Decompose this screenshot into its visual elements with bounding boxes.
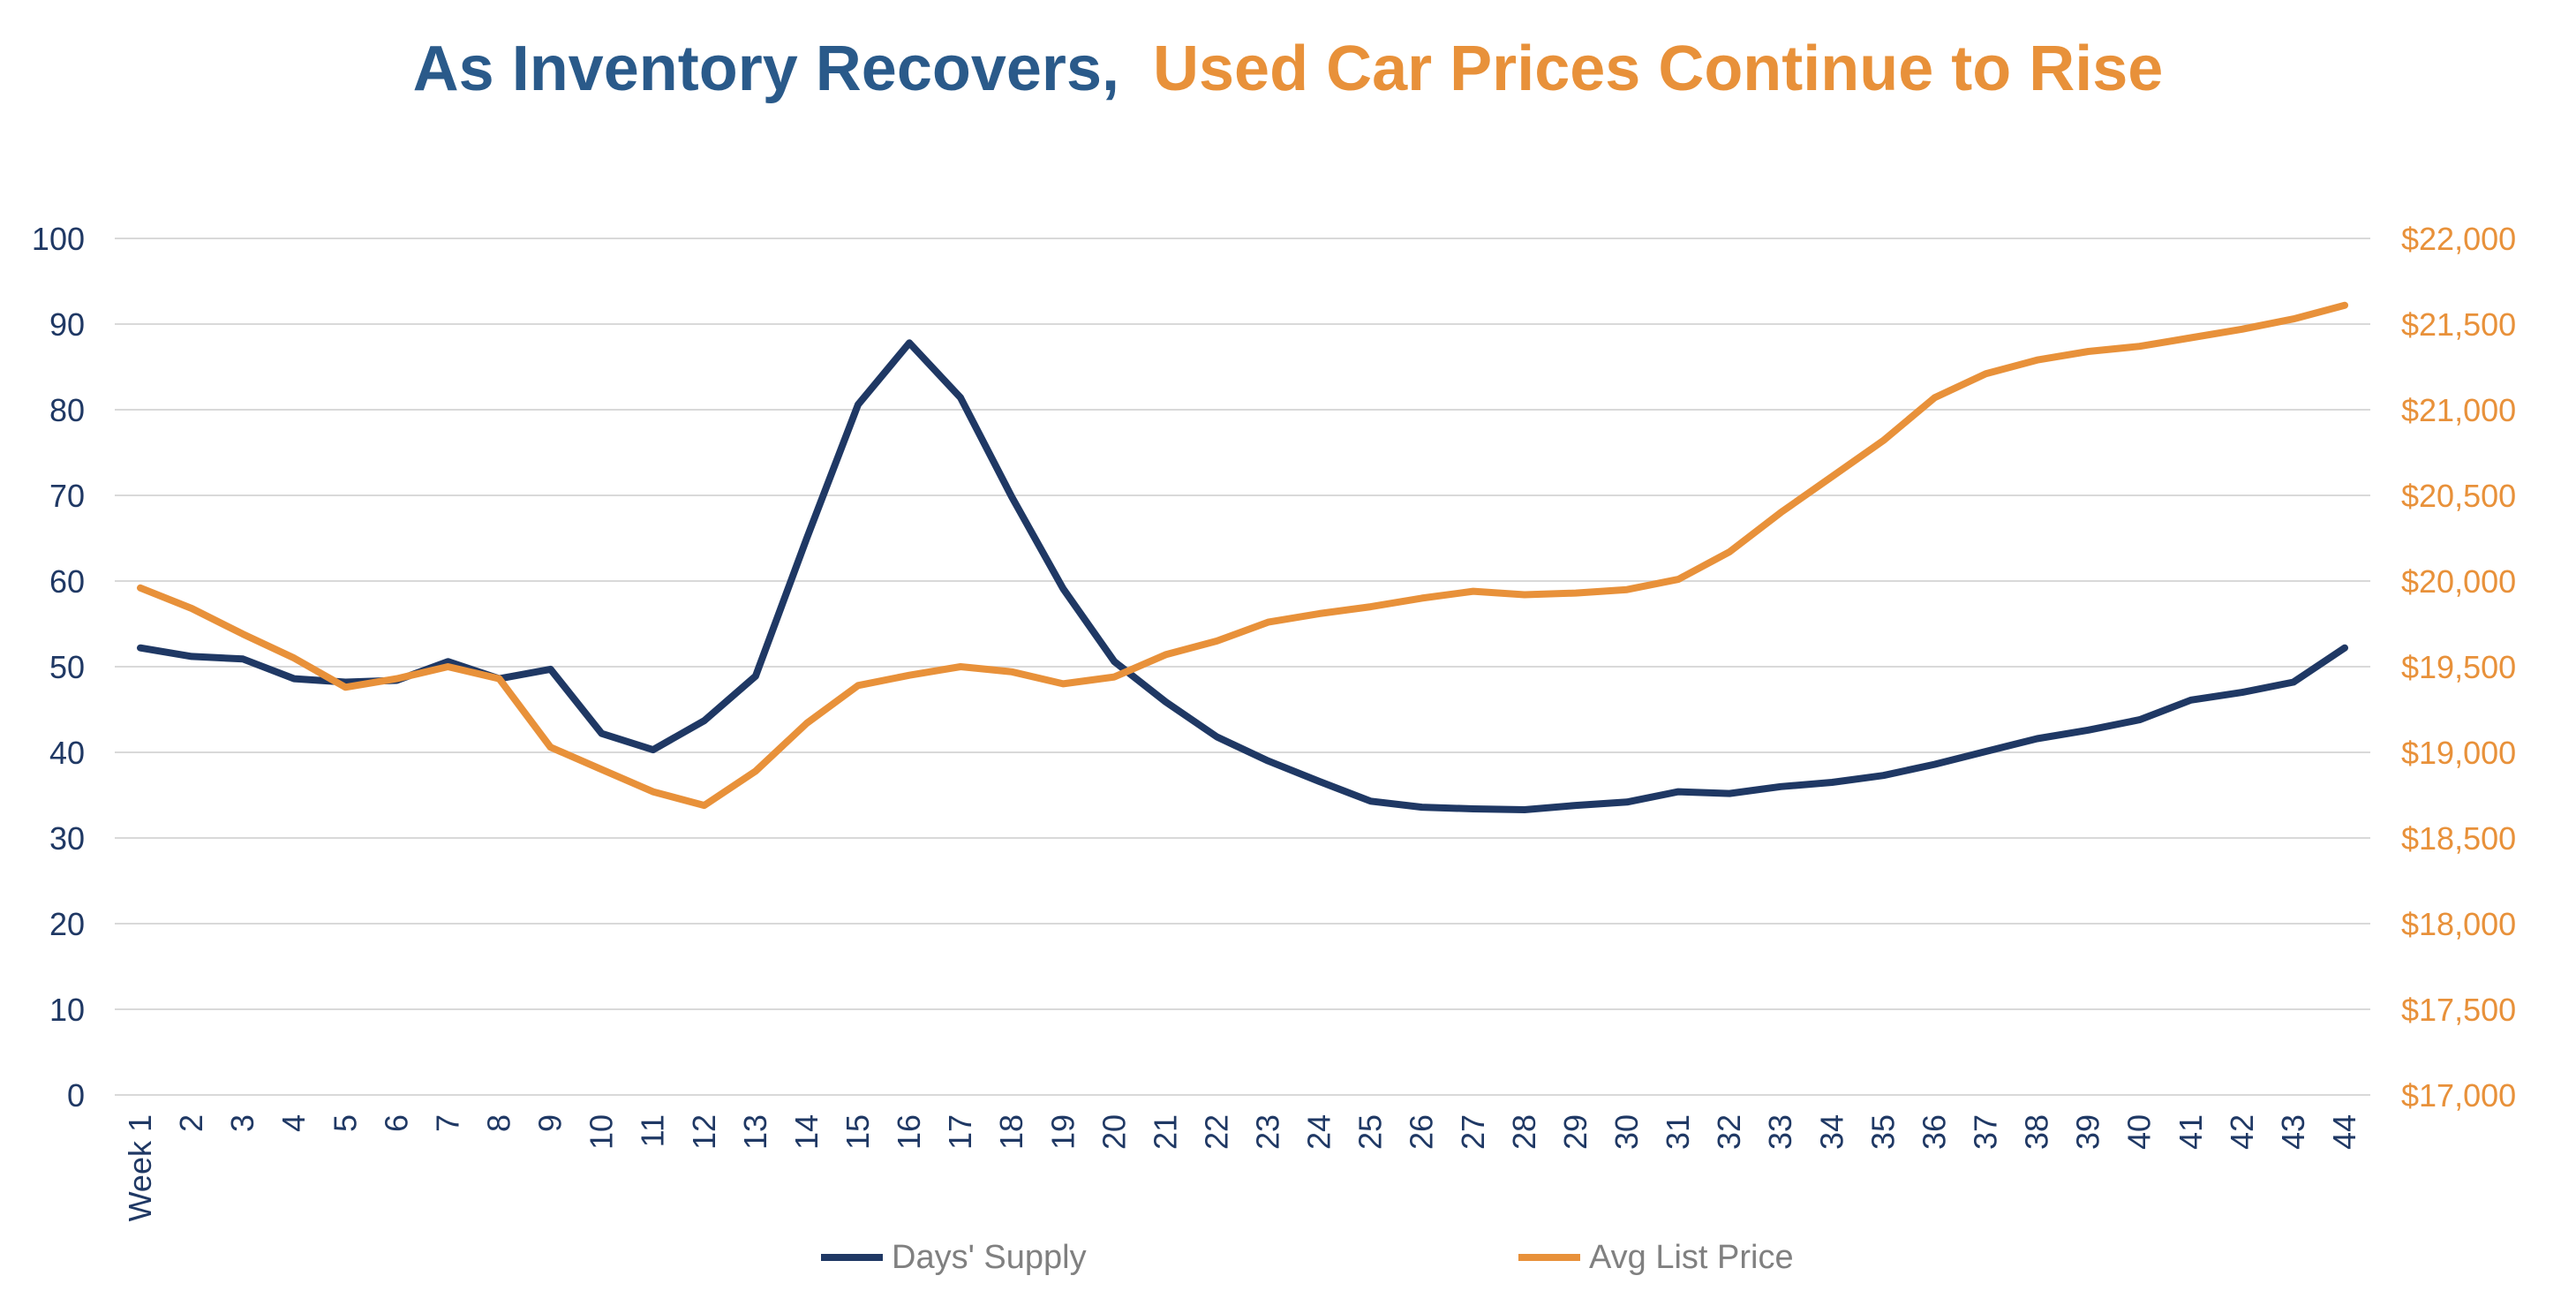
title-part-2: Used Car Prices Continue to Rise: [1153, 34, 2163, 104]
left-tick-label: 0: [67, 1077, 85, 1113]
x-tick-label: 28: [1506, 1114, 1542, 1150]
left-tick-label: 70: [49, 478, 85, 514]
x-tick-label: 24: [1301, 1114, 1337, 1150]
x-tick-label: 20: [1096, 1114, 1132, 1150]
left-axis-ticks: 0 10 20 30 40 50 60 70 80 90 100: [32, 221, 85, 1113]
x-tick-label: 15: [840, 1114, 876, 1150]
x-tick-label: 5: [327, 1114, 363, 1132]
x-tick-label: 35: [1864, 1114, 1901, 1150]
x-tick-label: 4: [275, 1114, 312, 1132]
x-tick-label: 39: [2070, 1114, 2106, 1150]
legend-label: Avg List Price: [1589, 1239, 1794, 1276]
x-tick-label: 36: [1916, 1114, 1952, 1150]
x-tick-label: 14: [788, 1114, 825, 1150]
series-line-days-supply: [137, 339, 2348, 813]
x-tick-label: 19: [1044, 1114, 1081, 1150]
x-tick-label: 40: [2121, 1114, 2158, 1150]
legend-label: Days' Supply: [892, 1239, 1087, 1276]
left-tick-label: 20: [49, 906, 85, 942]
x-tick-label: 38: [2019, 1114, 2055, 1150]
right-tick-label: $18,500: [2401, 820, 2516, 857]
x-tick-label: 11: [635, 1114, 671, 1147]
legend: Days' Supply Avg List Price: [821, 1239, 1794, 1276]
x-tick-label: 33: [1762, 1114, 1798, 1150]
right-tick-label: $19,000: [2401, 735, 2516, 771]
x-tick-label: 32: [1711, 1114, 1747, 1150]
x-tick-label: 9: [532, 1114, 569, 1132]
x-tick-label: 2: [173, 1114, 209, 1132]
right-tick-label: $17,500: [2401, 992, 2516, 1028]
right-tick-label: $21,000: [2401, 392, 2516, 428]
x-tick-label: 43: [2275, 1114, 2311, 1150]
left-tick-label: 50: [49, 649, 85, 685]
right-tick-label: $17,000: [2401, 1077, 2516, 1113]
x-tick-label: 30: [1608, 1114, 1645, 1150]
x-tick-label: 21: [1147, 1114, 1183, 1150]
left-tick-label: 40: [49, 735, 85, 771]
x-tick-label: 29: [1557, 1114, 1593, 1150]
x-tick-label: 34: [1813, 1114, 1849, 1150]
right-tick-label: $22,000: [2401, 221, 2516, 257]
x-tick-label: 44: [2326, 1114, 2362, 1150]
x-tick-label: 26: [1404, 1114, 1440, 1150]
x-tick-label: 22: [1198, 1114, 1234, 1150]
x-tick-label: 16: [891, 1114, 927, 1150]
series-line-avg-list-price: [137, 301, 2348, 810]
x-tick-label: 18: [993, 1114, 1029, 1150]
x-tick-label: 41: [2173, 1114, 2209, 1150]
x-tick-label: 17: [942, 1114, 978, 1150]
x-tick-label: 23: [1250, 1114, 1286, 1150]
right-tick-label: $20,000: [2401, 563, 2516, 600]
x-tick-label: 10: [584, 1114, 620, 1150]
series-lines: [137, 301, 2348, 813]
x-tick-label: 7: [429, 1114, 465, 1132]
right-tick-label: $19,500: [2401, 649, 2516, 685]
left-tick-label: 80: [49, 392, 85, 428]
left-tick-label: 30: [49, 820, 85, 857]
x-tick-label: 6: [378, 1114, 414, 1132]
x-tick-label: 37: [1967, 1114, 2003, 1150]
left-tick-label: 90: [49, 306, 85, 343]
chart-title: As Inventory Recovers, Used Car Prices C…: [413, 34, 2164, 104]
right-tick-label: $21,500: [2401, 306, 2516, 343]
x-tick-label: 27: [1455, 1114, 1491, 1150]
x-tick-label: Week 1: [122, 1114, 158, 1221]
left-tick-label: 60: [49, 563, 85, 600]
right-axis-ticks: $17,000 $17,500 $18,000 $18,500 $19,000 $19,5…: [2401, 221, 2516, 1113]
x-axis-ticks: Week 1 2 3 4 5 6 7 8 9 10 11 12 13 14 15 16 17 18 19 20 21 22…: [122, 1114, 2362, 1221]
x-tick-label: 13: [737, 1114, 773, 1150]
left-tick-label: 10: [49, 992, 85, 1028]
right-tick-label: $18,000: [2401, 906, 2516, 942]
x-tick-label: 31: [1660, 1114, 1696, 1150]
left-tick-label: 100: [32, 221, 85, 257]
x-tick-label: 3: [224, 1114, 260, 1132]
x-tick-label: 42: [2224, 1114, 2260, 1150]
x-tick-label: 8: [481, 1114, 517, 1132]
title-part-1: As Inventory Recovers,: [413, 34, 1119, 104]
x-tick-label: 12: [686, 1114, 722, 1150]
right-tick-label: $20,500: [2401, 478, 2516, 514]
x-tick-label: 25: [1352, 1114, 1389, 1150]
